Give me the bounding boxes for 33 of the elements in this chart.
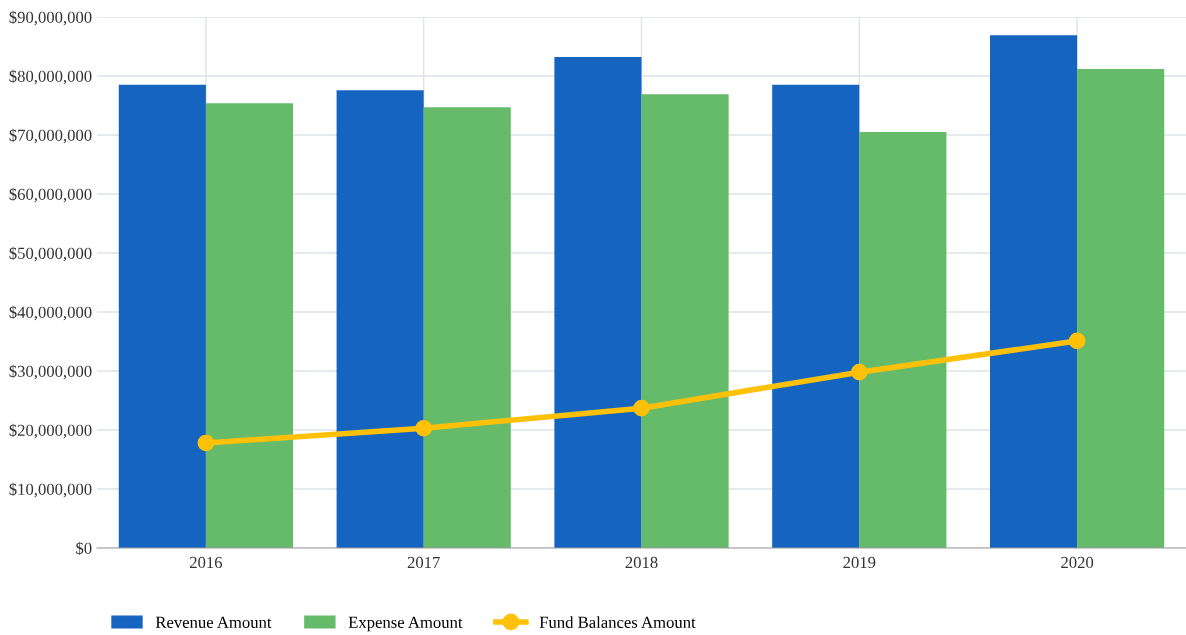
x-tick-label: 2020 xyxy=(1061,556,1094,569)
point xyxy=(415,419,433,437)
legend-label: Revenue Amount xyxy=(155,616,272,628)
y-tick-label: $60,000,000 xyxy=(9,187,92,203)
y-tick-label: $30,000,000 xyxy=(9,364,92,380)
bar xyxy=(989,35,1078,548)
bar xyxy=(859,132,947,548)
bar xyxy=(118,84,206,548)
y-tick-label: $40,000,000 xyxy=(9,305,92,321)
bar xyxy=(554,57,642,548)
x-tick-label: 2017 xyxy=(407,556,440,569)
bar xyxy=(1077,68,1165,548)
y-tick-label: $10,000,000 xyxy=(9,482,92,498)
y-tick-label: $90,000,000 xyxy=(9,10,92,26)
point xyxy=(633,399,650,417)
x-tick-label: 2018 xyxy=(625,556,658,569)
legend-label: Expense Amount xyxy=(348,616,463,632)
point xyxy=(1068,332,1086,350)
y-tick-label: $0 xyxy=(76,541,92,556)
y-tick-label: $50,000,000 xyxy=(9,246,92,262)
y-tick-label: $70,000,000 xyxy=(9,128,92,144)
point xyxy=(850,363,868,381)
x-tick-label: 2019 xyxy=(843,556,876,569)
bar xyxy=(641,94,729,548)
legend-label: Fund Balances Amount xyxy=(539,616,696,628)
bar xyxy=(423,107,511,548)
y-tick-label: $80,000,000 xyxy=(9,69,92,85)
x-tick-label: 2016 xyxy=(189,556,223,569)
bar xyxy=(336,90,424,548)
bar xyxy=(205,103,294,548)
point xyxy=(197,434,215,452)
y-tick-label: $20,000,000 xyxy=(9,423,92,439)
bar xyxy=(772,84,860,548)
